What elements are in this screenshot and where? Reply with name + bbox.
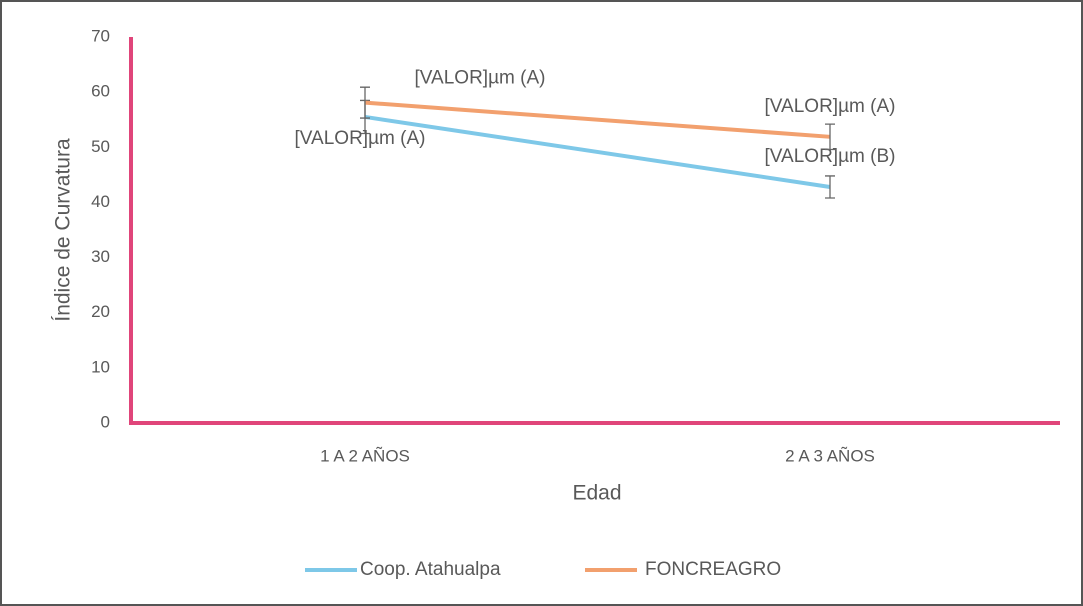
data-label: [VALOR]µm (A) xyxy=(765,96,896,117)
y-tick-label: 50 xyxy=(91,137,110,156)
error-bar xyxy=(825,123,835,151)
y-tick-label: 40 xyxy=(91,192,110,211)
y-tick-label: 60 xyxy=(91,82,110,101)
x-tick-label: 2 A 3 AÑOS xyxy=(785,446,875,465)
error-bar xyxy=(825,175,835,199)
series-line xyxy=(364,114,831,189)
error-bar xyxy=(360,86,370,119)
x-axis-title: Edad xyxy=(572,482,621,505)
legend-label: FONCREAGRO xyxy=(645,559,781,580)
y-tick-label: 70 xyxy=(91,26,110,45)
y-tick-label: 10 xyxy=(91,357,110,376)
y-axis-title: Índice de Curvatura xyxy=(52,138,75,322)
data-label: [VALOR]µm (B) xyxy=(765,146,896,167)
legend-label: Coop. Atahualpa xyxy=(360,559,501,580)
x-tick-label: 1 A 2 AÑOS xyxy=(320,446,410,465)
y-tick-label: 20 xyxy=(91,302,110,321)
y-tick-label: 0 xyxy=(101,412,110,431)
series-line xyxy=(364,100,831,139)
y-tick-label: 30 xyxy=(91,247,110,266)
data-label: [VALOR]µm (A) xyxy=(415,68,546,89)
data-label: [VALOR]µm (A) xyxy=(295,128,426,149)
